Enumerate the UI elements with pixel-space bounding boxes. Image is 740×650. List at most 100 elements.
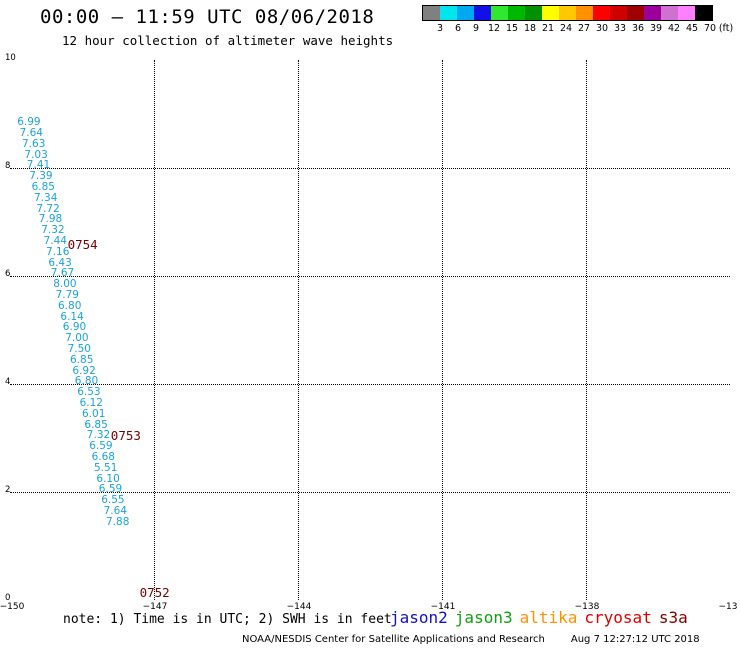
- satellite-cryosat: cryosat: [584, 608, 652, 627]
- legend-swatch: [542, 6, 559, 20]
- legend-swatch: [576, 6, 593, 20]
- grid-line-vertical: [154, 60, 155, 600]
- grid-line-horizontal: [10, 276, 730, 277]
- legend-swatch: [695, 6, 712, 20]
- legend-swatch: [525, 6, 542, 20]
- legend-label: 27: [577, 23, 591, 34]
- wave-height-label: 7.88: [106, 515, 130, 528]
- wave-height-label: 6.59: [98, 483, 123, 496]
- map-subtitle: 12 hour collection of altimeter wave hei…: [62, 33, 394, 48]
- x-tick-label: −13: [718, 602, 738, 612]
- legend-swatch: [440, 6, 457, 20]
- legend-swatch: [508, 6, 525, 20]
- wave-height-label: 7.50: [67, 342, 91, 355]
- y-tick-label: 2: [5, 485, 11, 495]
- wave-height-label: 7.67: [50, 267, 75, 280]
- wave-height-label: 7.41: [26, 159, 51, 172]
- grid-line-horizontal: [10, 492, 730, 493]
- grid-line-vertical: [442, 60, 443, 600]
- y-tick-label: 4: [5, 377, 11, 387]
- legend-label: 6: [454, 23, 462, 34]
- legend-label: 33: [613, 23, 627, 34]
- units-note: note: 1) Time is in UTC; 2) SWH is in fe…: [63, 612, 392, 627]
- wave-height-label: 7.64: [103, 504, 127, 517]
- legend-label: 21: [541, 23, 555, 34]
- grid-line-horizontal: [10, 168, 730, 169]
- wave-height-label: 6.85: [31, 180, 55, 193]
- legend-swatch: [457, 6, 474, 20]
- legend-swatch: [559, 6, 576, 20]
- wave-height-label: 6.55: [101, 494, 125, 507]
- wave-height-label: 6.43: [48, 256, 72, 269]
- wave-height-label: 6.80: [58, 299, 82, 312]
- satellite-s3a: s3a: [658, 608, 688, 627]
- wave-height-label: 6.01: [82, 407, 106, 420]
- x-tick-label: −147: [142, 602, 168, 612]
- legend-label: 12: [487, 23, 501, 34]
- legend-swatches: [422, 5, 713, 21]
- legend-label: 9: [472, 23, 480, 34]
- satellite-altika: altika: [519, 608, 578, 627]
- grid-line-vertical: [586, 60, 587, 600]
- wave-height-label: 7.63: [22, 137, 46, 150]
- pass-time-label: 0753: [110, 428, 141, 444]
- y-tick-label: 6: [5, 269, 11, 279]
- wave-height-label: 6.80: [74, 375, 99, 388]
- wave-height-label: 6.92: [72, 364, 96, 377]
- legend-label: 42: [667, 23, 681, 34]
- legend-unit: (ft): [718, 23, 734, 34]
- map-title: 00:00 – 11:59 UTC 08/06/2018: [40, 6, 375, 28]
- footer-timestamp: Aug 7 12:27:12 UTC 2018: [570, 634, 700, 645]
- legend-swatch: [423, 6, 440, 20]
- legend-label: 30: [595, 23, 609, 34]
- legend-label: 70: [703, 23, 717, 34]
- wave-height-label: 6.99: [17, 116, 41, 129]
- legend-swatch: [491, 6, 508, 20]
- wave-height-label: 7.72: [36, 202, 60, 215]
- wave-height-label: 5.51: [94, 461, 118, 474]
- legend-swatch: [593, 6, 610, 20]
- satellite-jason2: jason2: [390, 608, 448, 627]
- y-tick-label: 10: [5, 53, 16, 63]
- wave-height-label: 6.10: [96, 472, 120, 485]
- footer-agency: NOAA/NESDIS Center for Satellite Applica…: [242, 634, 545, 645]
- legend-label: 39: [649, 23, 663, 34]
- pass-time-label: 0754: [67, 236, 98, 252]
- wave-height-label: 7.34: [34, 191, 58, 204]
- wave-height-label: 6.85: [70, 353, 94, 366]
- wave-height-label: 6.12: [79, 396, 103, 409]
- wave-height-label: 7.16: [46, 245, 70, 258]
- legend-label: 3: [436, 23, 444, 34]
- legend-swatch: [474, 6, 491, 20]
- wave-height-label: 7.44: [43, 234, 67, 247]
- legend-label: 15: [505, 23, 519, 34]
- wave-height-label: 7.00: [65, 332, 89, 345]
- satellite-jason3: jason3: [454, 608, 513, 627]
- wave-height-label: 6.14: [60, 310, 84, 323]
- wave-height-label: 7.39: [29, 170, 53, 183]
- color-legend: (ft) 3 6 9 12 15 18 21 24 27 30 33 36 39 42 45 70: [422, 5, 733, 35]
- legend-label: 36: [631, 23, 645, 34]
- wave-height-label: 6.59: [89, 440, 113, 453]
- legend-swatch: [644, 6, 661, 20]
- y-tick-label: 8: [5, 161, 11, 171]
- y-tick-label: 0: [5, 593, 11, 603]
- map-plot-area: [10, 60, 730, 600]
- legend-swatch: [678, 6, 695, 20]
- legend-labels: (ft) 3 6 9 12 15 18 21 24 27 30 33 36 39 42 45 70: [422, 21, 733, 35]
- wave-height-label: 7.32: [41, 224, 65, 237]
- satellite-key: jason2 jason3 altika cryosat s3a: [390, 608, 695, 627]
- wave-height-label: 6.90: [62, 321, 87, 334]
- legend-label: 18: [523, 23, 537, 34]
- x-tick-label: −150: [0, 602, 25, 612]
- grid-line-vertical: [298, 60, 299, 600]
- wave-height-label: 7.32: [86, 429, 111, 442]
- grid-line-horizontal: [10, 384, 730, 385]
- x-tick-label: −138: [574, 602, 600, 612]
- legend-swatch: [610, 6, 627, 20]
- pass-time-label: 0752: [139, 584, 170, 600]
- x-tick-label: −141: [430, 602, 456, 612]
- wave-height-label: 7.03: [24, 148, 48, 161]
- legend-swatch: [661, 6, 678, 20]
- x-tick-label: −144: [286, 602, 312, 612]
